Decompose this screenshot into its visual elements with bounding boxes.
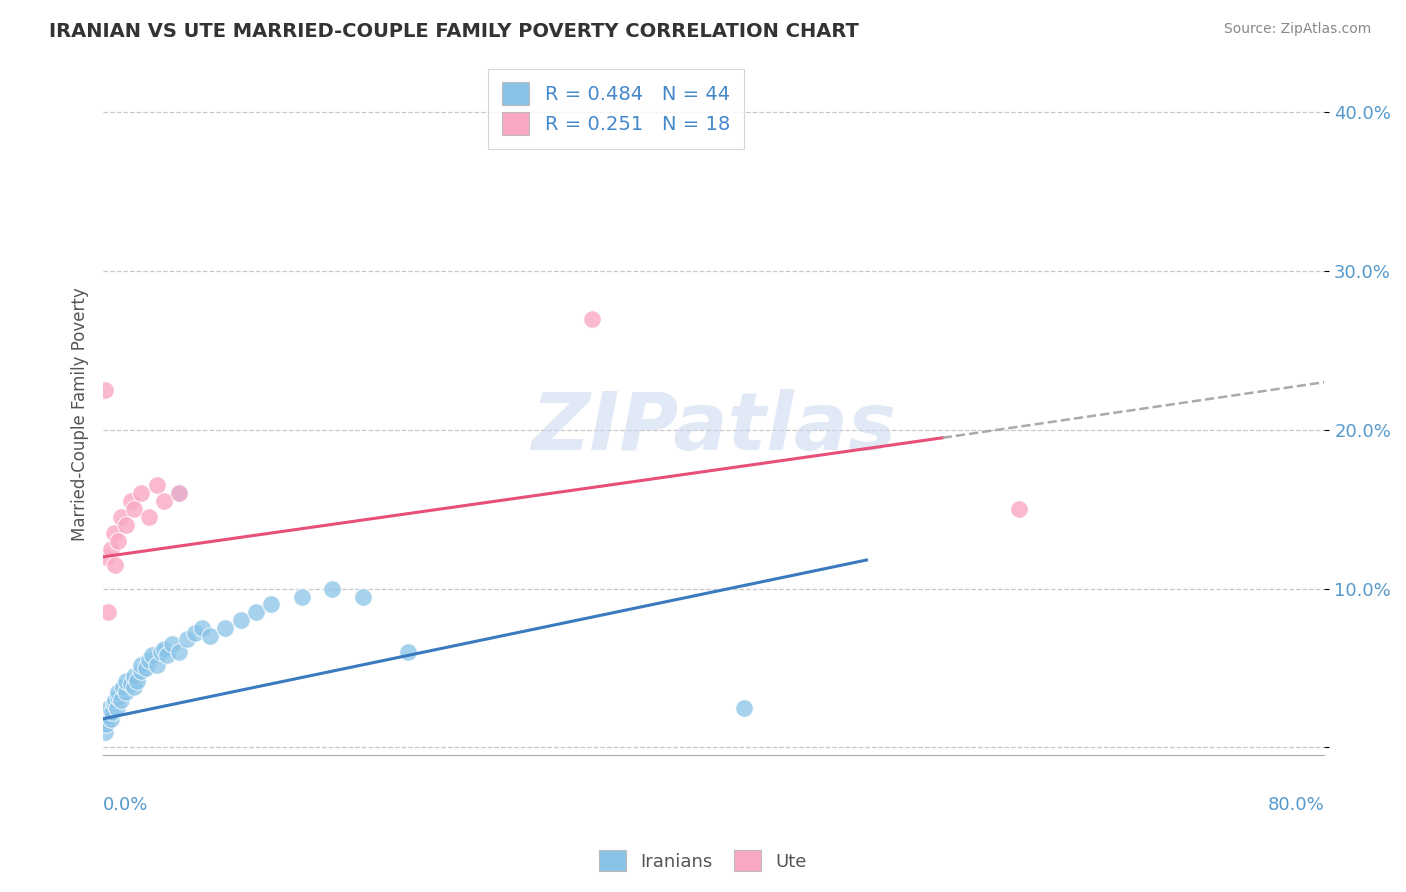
Point [733,700,755,714]
Point [321,582,343,596]
Point [104,558,127,572]
Point [145,657,167,672]
Y-axis label: Married-Couple Family Poverty: Married-Couple Family Poverty [72,287,89,541]
Point [153,494,176,508]
Point [183,626,205,640]
Point [245,606,267,620]
Point [111,680,134,694]
Point [115,685,138,699]
Point [156,648,179,663]
Point [169,486,191,500]
Point [125,673,148,688]
Point [260,598,283,612]
Point [169,645,191,659]
Point [115,673,138,688]
Point [145,478,167,492]
Point [103,526,125,541]
Point [122,680,145,694]
Point [135,661,157,675]
Point [103,696,125,710]
Text: ZIPatlas: ZIPatlas [531,389,896,467]
Point [122,502,145,516]
Point [96,716,118,731]
Point [93,383,115,397]
Text: IRANIAN VS UTE MARRIED-COUPLE FAMILY POVERTY CORRELATION CHART: IRANIAN VS UTE MARRIED-COUPLE FAMILY POV… [49,22,859,41]
Legend: R = 0.484   N = 44, R = 0.251   N = 18: R = 0.484 N = 44, R = 0.251 N = 18 [488,69,744,148]
Point [176,632,198,647]
Text: 80.0%: 80.0% [1268,797,1324,814]
Point [110,510,132,524]
Point [104,692,127,706]
Point [120,494,142,508]
Point [107,690,129,704]
Point [129,664,152,678]
Text: Source: ZipAtlas.com: Source: ZipAtlas.com [1223,22,1371,37]
Point [107,533,129,548]
Point [150,645,173,659]
Point [581,311,603,326]
Point [105,700,128,714]
Point [122,669,145,683]
Point [191,621,214,635]
Point [97,606,120,620]
Point [100,712,122,726]
Point [110,692,132,706]
Point [169,486,191,500]
Point [120,677,142,691]
Point [138,653,160,667]
Point [352,590,374,604]
Text: 0.0%: 0.0% [103,797,149,814]
Point [138,510,160,524]
Point [115,518,138,533]
Point [290,590,312,604]
Point [141,648,163,663]
Point [1008,502,1031,516]
Point [100,541,122,556]
Point [107,685,129,699]
Point [96,549,118,564]
Point [198,629,221,643]
Point [229,613,252,627]
Point [214,621,236,635]
Point [129,657,152,672]
Point [97,708,120,723]
Point [93,724,115,739]
Point [101,706,124,720]
Point [160,637,183,651]
Point [129,486,152,500]
Point [398,645,420,659]
Point [98,700,121,714]
Legend: Iranians, Ute: Iranians, Ute [592,843,814,879]
Point [153,642,176,657]
